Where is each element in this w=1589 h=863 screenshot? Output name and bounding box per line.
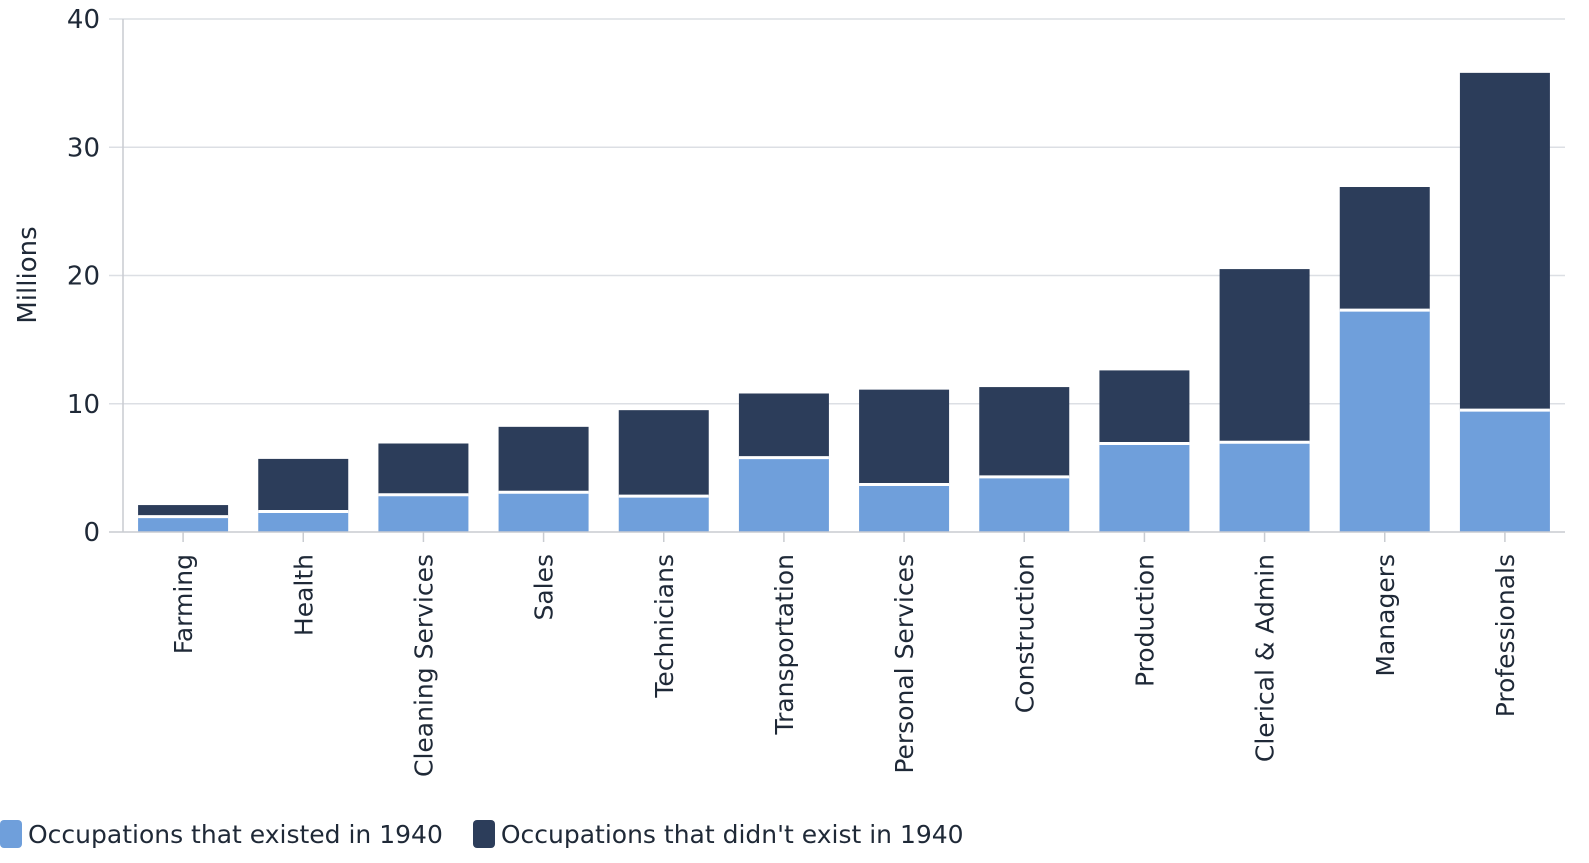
bar-existed-professionals xyxy=(1459,410,1550,532)
bar-not-existed-sales xyxy=(498,426,589,493)
bar-not-existed-personal-services xyxy=(859,389,950,485)
bar-existed-personal-services xyxy=(859,484,950,532)
legend-label-not-existed: Occupations that didn't exist in 1940 xyxy=(500,819,964,849)
legend-item-not-existed: Occupations that didn't exist in 1940 xyxy=(472,819,964,849)
y-tick-label: 30 xyxy=(67,133,100,163)
x-tick-label: Personal Services xyxy=(890,554,919,774)
x-tick-label: Health xyxy=(289,554,318,636)
bar-existed-production xyxy=(1099,443,1190,532)
y-tick-label: 10 xyxy=(67,390,100,420)
axes xyxy=(109,19,1565,542)
bar-not-existed-cleaning-services xyxy=(378,443,469,495)
bar-not-existed-technicians xyxy=(618,410,709,497)
bar-existed-cleaning-services xyxy=(378,494,469,532)
x-tick-label: Sales xyxy=(530,554,559,621)
y-tick-label: 0 xyxy=(83,518,100,548)
labels: 0 10 20 30 40 Farming Health Cleaning Services S… xyxy=(67,5,1520,777)
stacked-bar-chart: 0 10 20 30 40 Farming Health Cleaning Services S… xyxy=(13,5,1565,777)
bar-existed-health xyxy=(258,511,349,532)
bar-existed-sales xyxy=(498,492,589,532)
x-tick-label: Transportation xyxy=(770,554,799,736)
bar-existed-transportation xyxy=(738,457,829,532)
bars xyxy=(138,72,1550,532)
bar-existed-technicians xyxy=(618,496,709,532)
legend-item-existed: Occupations that existed in 1940 xyxy=(0,820,443,849)
bar-not-existed-production xyxy=(1099,370,1190,444)
bar-not-existed-transportation xyxy=(738,393,829,458)
legend: Occupations that existed in 1940 Occupat… xyxy=(0,815,994,853)
legend-swatch-existed xyxy=(0,820,22,848)
bar-not-existed-construction xyxy=(979,387,1070,477)
y-axis-title: Millions xyxy=(13,226,43,323)
legend-swatch-not-existed xyxy=(472,820,495,848)
legend-label-existed: Occupations that existed in 1940 xyxy=(28,819,443,849)
x-tick-label: Professionals xyxy=(1491,554,1520,717)
bar-not-existed-clerical-admin xyxy=(1219,269,1310,443)
x-tick-label: Clerical & Admin xyxy=(1251,554,1280,762)
bar-not-existed-managers xyxy=(1339,187,1430,311)
bar-not-existed-professionals xyxy=(1459,72,1550,411)
x-tick-label: Managers xyxy=(1371,554,1400,677)
x-tick-label: Construction xyxy=(1010,554,1039,713)
bar-not-existed-farming xyxy=(138,505,229,517)
y-tick-label: 40 xyxy=(67,5,100,35)
bar-existed-managers xyxy=(1339,310,1430,532)
gridlines xyxy=(109,18,1565,405)
x-tick-label: Technicians xyxy=(650,554,679,699)
y-tick-label: 20 xyxy=(67,262,100,292)
bar-not-existed-health xyxy=(258,458,349,512)
x-tick-label: Production xyxy=(1130,554,1159,687)
x-tick-label: Cleaning Services xyxy=(409,554,438,777)
bar-existed-clerical-admin xyxy=(1219,442,1310,532)
bar-existed-farming xyxy=(138,516,229,532)
bar-existed-construction xyxy=(979,476,1070,532)
x-tick-label: Farming xyxy=(169,554,198,654)
